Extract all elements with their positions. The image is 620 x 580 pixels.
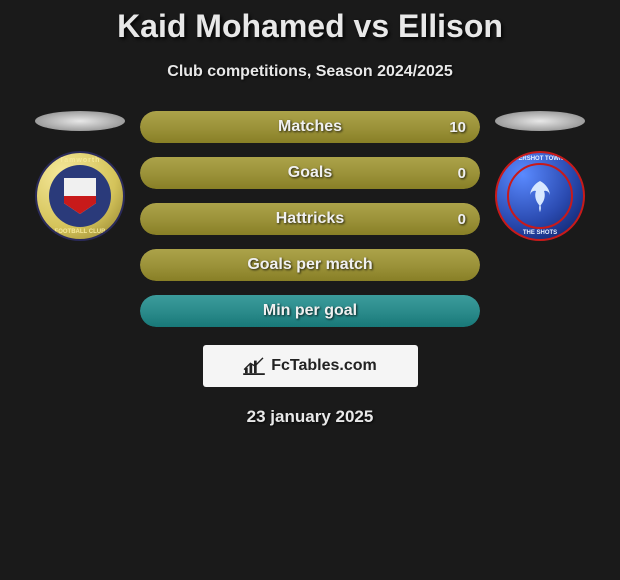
- stat-bar: Hattricks0: [140, 203, 480, 235]
- stat-bar: Matches10: [140, 111, 480, 143]
- right-crest-ring: [507, 163, 573, 229]
- phoenix-icon: [520, 176, 560, 216]
- stat-bars: Matches10Goals0Hattricks0Goals per match…: [140, 111, 480, 327]
- bar-label: Matches: [140, 111, 480, 143]
- left-team-subtitle: FOOTBALL CLUB: [37, 229, 123, 235]
- stat-bar: Min per goal: [140, 295, 480, 327]
- bar-right-value: 0: [458, 157, 466, 189]
- date-text: 23 january 2025: [0, 407, 620, 427]
- bar-label: Hattricks: [140, 203, 480, 235]
- right-team-crest: ALDERSHOT TOWN F.C THE SHOTS: [495, 151, 585, 241]
- right-team-subtitle: THE SHOTS: [497, 230, 583, 236]
- bar-label: Goals: [140, 157, 480, 189]
- brand-text: FcTables.com: [271, 357, 377, 375]
- left-crest-ring: [49, 165, 111, 227]
- bar-right-value: 0: [458, 203, 466, 235]
- bar-label: Min per goal: [140, 295, 480, 327]
- right-stat-oval: [495, 111, 585, 131]
- right-team-name: ALDERSHOT TOWN F.C: [497, 156, 583, 162]
- stat-bar: Goals0: [140, 157, 480, 189]
- brand-badge[interactable]: FcTables.com: [203, 345, 418, 387]
- left-team-name: Tamworth: [37, 157, 123, 164]
- comparison-container: Kaid Mohamed vs Ellison Club competition…: [0, 0, 620, 427]
- bar-right-value: 10: [449, 111, 466, 143]
- bar-label: Goals per match: [140, 249, 480, 281]
- page-subtitle: Club competitions, Season 2024/2025: [0, 63, 620, 81]
- main-row: Tamworth FOOTBALL CLUB Matches10Goals0Ha…: [0, 111, 620, 327]
- page-title: Kaid Mohamed vs Ellison: [0, 8, 620, 45]
- stat-bar: Goals per match: [140, 249, 480, 281]
- left-stat-oval: [35, 111, 125, 131]
- chart-icon: [243, 357, 265, 375]
- left-column: Tamworth FOOTBALL CLUB: [30, 111, 130, 241]
- right-column: ALDERSHOT TOWN F.C THE SHOTS: [490, 111, 590, 241]
- shield-icon: [64, 178, 96, 214]
- left-team-crest: Tamworth FOOTBALL CLUB: [35, 151, 125, 241]
